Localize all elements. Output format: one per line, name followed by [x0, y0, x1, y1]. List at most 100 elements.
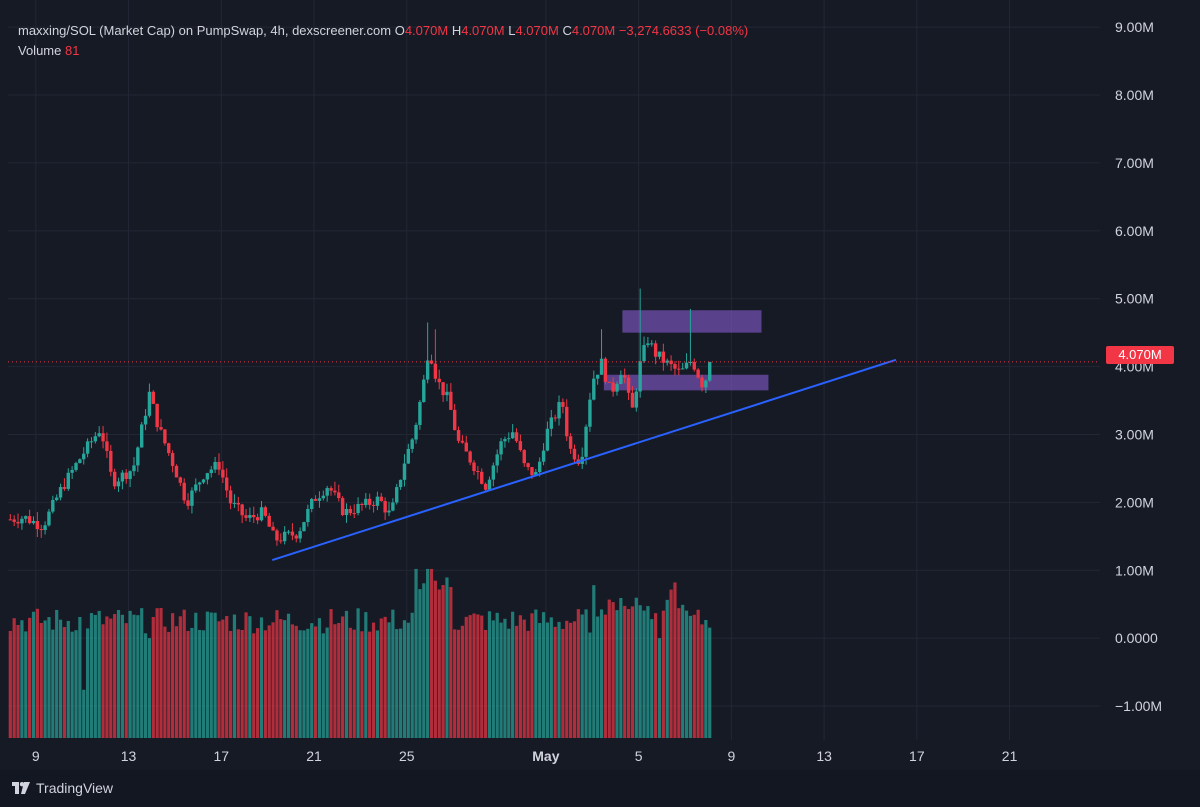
volume-bar	[283, 620, 287, 738]
candle-body	[275, 530, 279, 541]
volume-bar	[16, 624, 20, 738]
volume-bar	[201, 630, 206, 738]
x-axis: 9 13 17 21 25 May 5 9 13 17 21	[32, 748, 1018, 764]
volume-bar	[603, 614, 607, 738]
candle-body	[572, 448, 577, 460]
volume-bar	[155, 608, 159, 738]
volume-bar	[518, 615, 522, 738]
candle-body	[236, 502, 241, 505]
y-tick-label: 6.00M	[1115, 223, 1154, 239]
candle-body	[391, 502, 395, 511]
candle-body	[24, 516, 28, 519]
candle-body	[51, 499, 55, 512]
volume-bar	[178, 616, 182, 738]
legend-row-volume: Volume 81	[18, 41, 748, 61]
candle-body	[592, 378, 596, 400]
candle-body	[105, 441, 109, 451]
volume-bar	[406, 622, 410, 738]
candle-body	[244, 515, 248, 518]
trendline[interactable]	[271, 358, 897, 562]
volume-bar	[302, 630, 306, 738]
x-tick-label: 25	[399, 748, 415, 764]
volume-bar	[337, 622, 341, 738]
volume-bar	[410, 612, 414, 738]
volume-bar	[480, 615, 484, 738]
volume-bar	[151, 616, 155, 738]
volume-bar	[630, 606, 635, 738]
volume-bar	[174, 626, 179, 738]
volume-bar	[24, 631, 28, 738]
candle-body	[43, 525, 47, 531]
candle-body	[623, 375, 627, 378]
candle-body	[58, 487, 63, 498]
candle-body	[155, 403, 159, 428]
volume-bar	[634, 597, 638, 738]
candle-body	[422, 379, 426, 402]
candle-body	[132, 465, 136, 472]
candle-body	[325, 488, 329, 496]
volume-bar	[398, 628, 403, 738]
candle-body	[599, 358, 604, 375]
candle-body	[232, 502, 237, 504]
volume-bar	[171, 613, 175, 738]
volume-bar	[514, 625, 519, 738]
volume-bar	[275, 610, 279, 738]
chart-legend: maxxing/SOL (Market Cap) on PumpSwap, 4h…	[18, 21, 748, 61]
volume-bar	[244, 612, 248, 738]
candle-body	[31, 520, 36, 524]
candle-body	[310, 498, 314, 509]
volume-bar	[696, 609, 700, 738]
candle-body	[182, 482, 186, 501]
volume-bar	[460, 625, 465, 738]
candle-body	[456, 430, 461, 441]
volume-bar	[650, 619, 654, 738]
support-zone	[603, 374, 769, 391]
volume-bar	[541, 612, 546, 738]
volume-bar	[522, 619, 526, 738]
volume-bar	[78, 616, 82, 738]
volume-bar	[116, 610, 121, 738]
volume-bar	[352, 629, 356, 738]
volume-bar	[468, 615, 472, 738]
volume-bar	[93, 615, 97, 738]
volume-bar	[553, 626, 557, 738]
volume-bar	[109, 618, 113, 738]
candle-body	[337, 492, 341, 499]
candle-body	[348, 508, 353, 514]
candle-body	[16, 521, 20, 524]
candle-body	[259, 507, 264, 521]
volume-bar	[534, 609, 538, 738]
candle-body	[487, 479, 492, 490]
candle-body	[696, 369, 700, 378]
volume-bar	[511, 611, 515, 738]
candles	[8, 288, 712, 546]
y-tick-label: 5.00M	[1115, 291, 1154, 307]
volume-bar	[545, 622, 550, 738]
volume-value: 81	[65, 43, 80, 58]
volume-bar	[414, 568, 418, 738]
y-tick-label: 8.00M	[1115, 87, 1154, 103]
volume-bar	[464, 616, 468, 738]
volume-bar	[186, 630, 190, 738]
candle-body	[78, 459, 82, 464]
candle-body	[116, 481, 121, 487]
volume-bar	[290, 624, 294, 738]
volume-bar	[626, 609, 631, 738]
candle-body	[344, 508, 349, 516]
candle-body	[352, 513, 356, 515]
volume-bar	[499, 622, 503, 738]
tradingview-brand[interactable]: TradingView	[12, 780, 113, 796]
volume-bar	[592, 585, 596, 738]
high-label: H	[451, 23, 462, 38]
candle-body	[340, 498, 345, 516]
candle-body	[661, 351, 666, 363]
volume-bar	[654, 613, 658, 738]
volume-bar	[391, 609, 395, 738]
candle-body	[642, 345, 646, 362]
volume-bar	[232, 614, 237, 738]
candle-body	[267, 515, 271, 527]
candle-body	[460, 440, 465, 443]
volume-bar	[205, 611, 209, 738]
volume-bar	[375, 630, 380, 738]
